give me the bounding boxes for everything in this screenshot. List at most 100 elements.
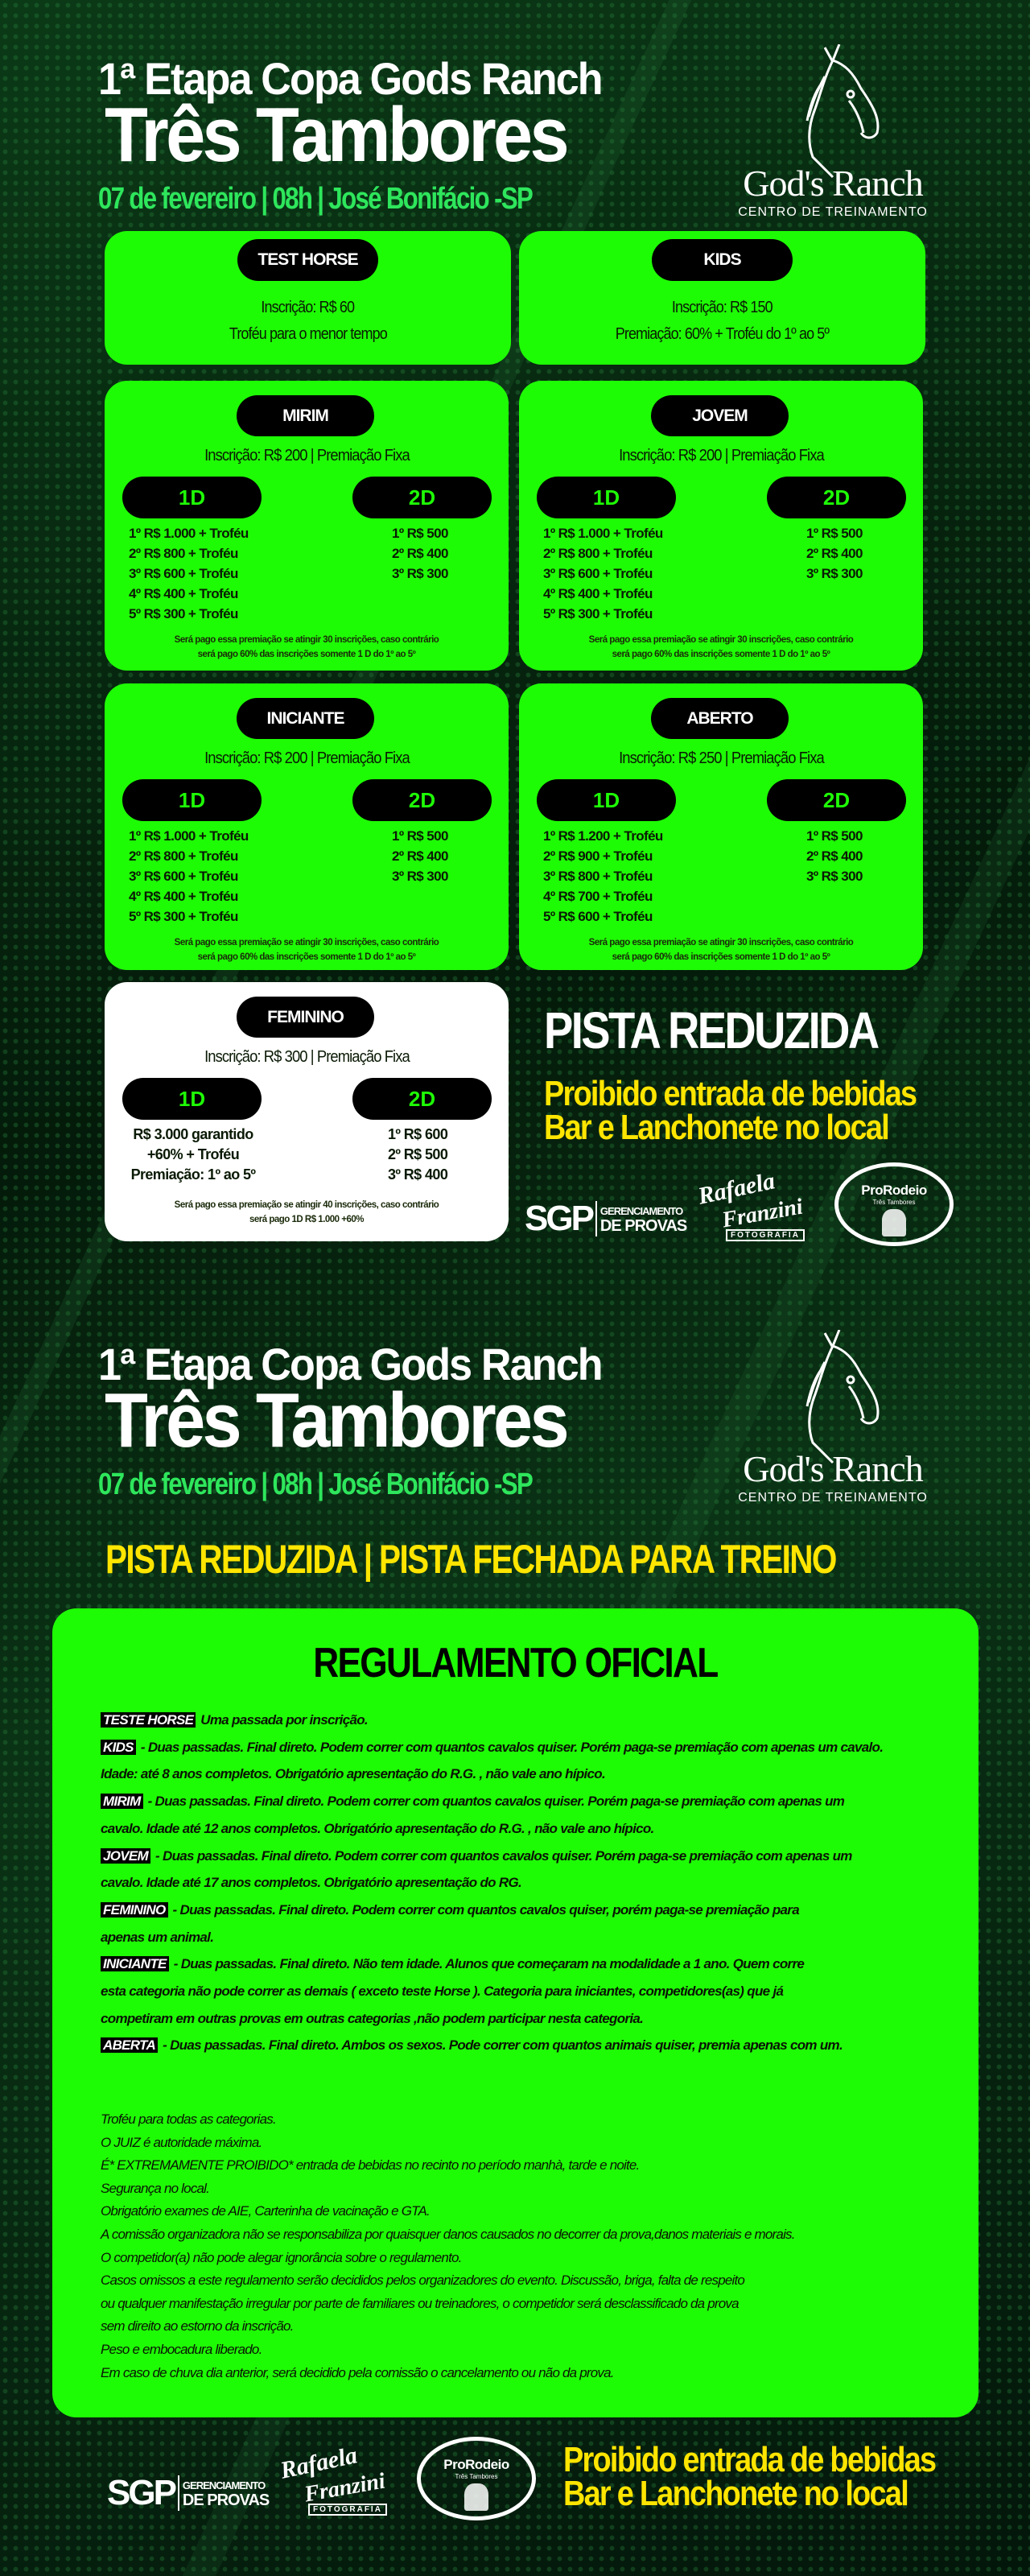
prize-line: 2º R$ 400 (392, 848, 448, 864)
prize-line: 1º R$ 500 (392, 828, 448, 844)
card-info-line: Inscrição: R$ 150 (519, 299, 925, 317)
prize-line: 2º R$ 900 + Troféu (543, 848, 653, 864)
warning-bar: Bar e Lanchonete no local (544, 1110, 945, 1146)
prorodeio-sub: Três Tambores (872, 1199, 916, 1206)
regulation-title-text: REGULAMENTO OFICIAL (313, 1640, 719, 1686)
horse-head-icon (805, 1330, 880, 1464)
warning-drinks: Proibido entrada de bebidas (544, 1074, 977, 1113)
s2-sgp-mark: SGP (107, 2475, 179, 2511)
category-card-test-horse: TEST HORSE Inscrição: R$ 60 Troféu para o … (105, 231, 511, 365)
division-label: 2D (408, 485, 436, 510)
category-card-jovem: JOVEM Inscrição: R$ 200 | Premiação Fixa 1… (519, 381, 923, 671)
gods-ranch-logo: God's Ranch CENTRO DE TREINAMENTO (712, 44, 954, 229)
registration-fee: Inscrição: R$ 300 | Premiação Fixa (105, 1048, 509, 1067)
warning-text: Proibido entrada de bebidas (544, 1074, 917, 1113)
prize-line: 5º R$ 300 + Troféu (129, 606, 238, 621)
rafaela-franzini-logo: Rafaela Franzini FOTOGRAFIA (696, 1167, 810, 1243)
division-2d-pill: 2D (352, 1078, 492, 1120)
rule-text: - Duas passadas. Final direto. Podem cor… (144, 1794, 845, 1810)
barrel-rider-icon (464, 2483, 488, 2511)
registration-fee: Inscrição: R$ 200 | Premiação Fixa (105, 749, 509, 768)
prize-list-2d: 1º R$ 500 2º R$ 400 3º R$ 300 (392, 826, 448, 886)
division-label: 2D (822, 485, 851, 510)
rule-text: cavalo. Idade até 17 anos completos. Obr… (101, 1875, 522, 1891)
s2-title-line2: Três Tambores (105, 1382, 607, 1459)
division-2d-pill: 2D (352, 779, 492, 821)
prize-line: 4º R$ 700 + Troféu (543, 889, 653, 904)
prize-line: 2º R$ 400 (392, 546, 448, 561)
registration-text: Inscrição: R$ 300 | Premiação Fixa (204, 1048, 410, 1066)
prorodeio-name: ProRodeio (861, 1183, 927, 1198)
pista-text: PISTA REDUZIDA (544, 1001, 880, 1059)
category-name: MIRIM (282, 406, 329, 425)
regulation-note: A comissão organizadora não se responsab… (101, 2227, 795, 2242)
regulation-note: O competidor(a) não pode alegar ignorânc… (101, 2249, 462, 2265)
title-line1: 1ª Etapa Copa Gods Ranch (98, 56, 640, 101)
title-text: Três Tambores (105, 1377, 570, 1463)
prize-line: 3º R$ 400 (388, 1166, 448, 1183)
division-label: 2D (408, 787, 436, 812)
prize-line: 5º R$ 600 + Troféu (543, 909, 653, 924)
event-details: 07 de fevereiro | 08h | José Bonifácio -… (98, 184, 627, 214)
prize-condition-note: Será pago essa premiação se atingir 30 i… (519, 633, 923, 662)
rule-category-tag: KIDS (101, 1739, 136, 1755)
regulation-note: Peso e embocadura liberado. (101, 2342, 262, 2357)
rule-line: INICIANTE - Duas passadas. Final direto.… (101, 1955, 805, 1974)
details-text: 07 de fevereiro | 08h | José Bonifácio -… (98, 1468, 534, 1501)
prize-line: 2º R$ 800 + Troféu (129, 546, 238, 561)
s2-title-line1: 1ª Etapa Copa Gods Ranch (98, 1342, 640, 1387)
division-label: 1D (178, 485, 206, 510)
division-label: 2D (822, 787, 851, 812)
rule-category-tag: MIRIM (101, 1794, 143, 1810)
prize-list-2d: 1º R$ 500 2º R$ 400 3º R$ 300 (392, 523, 448, 584)
warning-text: Proibido entrada de bebidas (563, 2440, 937, 2479)
prize-line: 1º R$ 500 (806, 526, 863, 541)
prize-line: 4º R$ 400 + Troféu (543, 586, 653, 601)
rule-line: Idade: até 8 anos completos. Obrigatório… (101, 1765, 606, 1784)
division-label: 1D (178, 1086, 206, 1111)
division-1d-pill: 1D (122, 1078, 262, 1120)
rule-text: Uma passada por inscrição. (197, 1712, 368, 1728)
note-line: será pago 1D R$ 1.000 +60% (249, 1215, 365, 1224)
division-1d-pill: 1D (537, 477, 676, 518)
rule-line: ABERTA - Duas passadas. Final direto. Am… (101, 2036, 843, 2055)
note-line: será pago 60% das inscrições somente 1 D… (612, 952, 830, 962)
logo-name: God's Ranch (743, 163, 923, 204)
regulation-note: sem direito ao estorno da inscrição. (101, 2318, 294, 2334)
regulation-note: Casos omissos a este regulamento serão d… (101, 2273, 745, 2289)
note-line: será pago 60% das inscrições somente 1 D… (197, 952, 416, 962)
category-card-feminino: FEMININO Inscrição: R$ 300 | Premiação Fi… (105, 982, 509, 1241)
warning-text: Bar e Lanchonete no local (563, 2474, 909, 2513)
sgp-line2: DE PROVAS (599, 1217, 687, 1235)
prize-condition-note: Será pago essa premiação se atingir 30 i… (105, 633, 509, 662)
logo-subtitle: CENTRO DE TREINAMENTO (738, 205, 928, 219)
category-pill: FEMININO (237, 997, 374, 1038)
prize-line: 3º R$ 600 + Troféu (129, 869, 238, 884)
prize-line: 1º R$ 1.200 + Troféu (543, 828, 663, 844)
prize-list-1d: 1º R$ 1.200 + Troféu 2º R$ 900 + Troféu 3º… (543, 826, 663, 927)
category-name: FEMININO (267, 1007, 344, 1026)
info-text: Troféu para o menor tempo (229, 325, 388, 343)
rule-text: Idade: até 8 anos completos. Obrigatório… (101, 1766, 606, 1782)
rule-category-tag: INICIANTE (101, 1956, 169, 1972)
note-line: Será pago essa premiação se atingir 30 i… (588, 635, 854, 645)
prize-list-2d: 1º R$ 500 2º R$ 400 3º R$ 300 (806, 826, 863, 886)
title-text: 1ª Etapa Copa Gods Ranch (98, 1339, 604, 1389)
s2-sgp-logo: SGP GERENCIAMENTO DE PROVAS (107, 2475, 270, 2511)
prize-line: Premiação: 1º ao 5º (130, 1166, 256, 1183)
rule-line: TESTE HORSE Uma passada por inscrição. (101, 1711, 369, 1730)
division-label: 1D (178, 787, 206, 812)
s2-event-details: 07 de fevereiro | 08h | José Bonifácio -… (98, 1469, 627, 1500)
rule-text: cavalo. Idade até 12 anos completos. Obr… (101, 1820, 654, 1836)
rule-text: - Duas passadas. Final direto. Podem cor… (169, 1901, 800, 1918)
rule-line: cavalo. Idade até 17 anos completos. Obr… (101, 1873, 522, 1893)
prorodeio-logo: ProRodeio Três Tambores (834, 1162, 954, 1246)
prize-line: 3º R$ 300 (806, 566, 863, 581)
note-line: será pago 60% das inscrições somente 1 D… (197, 650, 416, 659)
s2-rafaela-franzini-logo: Rafaela Franzini FOTOGRAFIA (278, 2442, 393, 2517)
prize-line: 3º R$ 800 + Troféu (543, 869, 653, 884)
category-pill: TEST HORSE (237, 239, 378, 281)
regulation-card: REGULAMENTO OFICIAL TESTE HORSE Uma passa… (52, 1608, 978, 2417)
prorodeio-sub: Três Tambores (455, 2473, 498, 2480)
